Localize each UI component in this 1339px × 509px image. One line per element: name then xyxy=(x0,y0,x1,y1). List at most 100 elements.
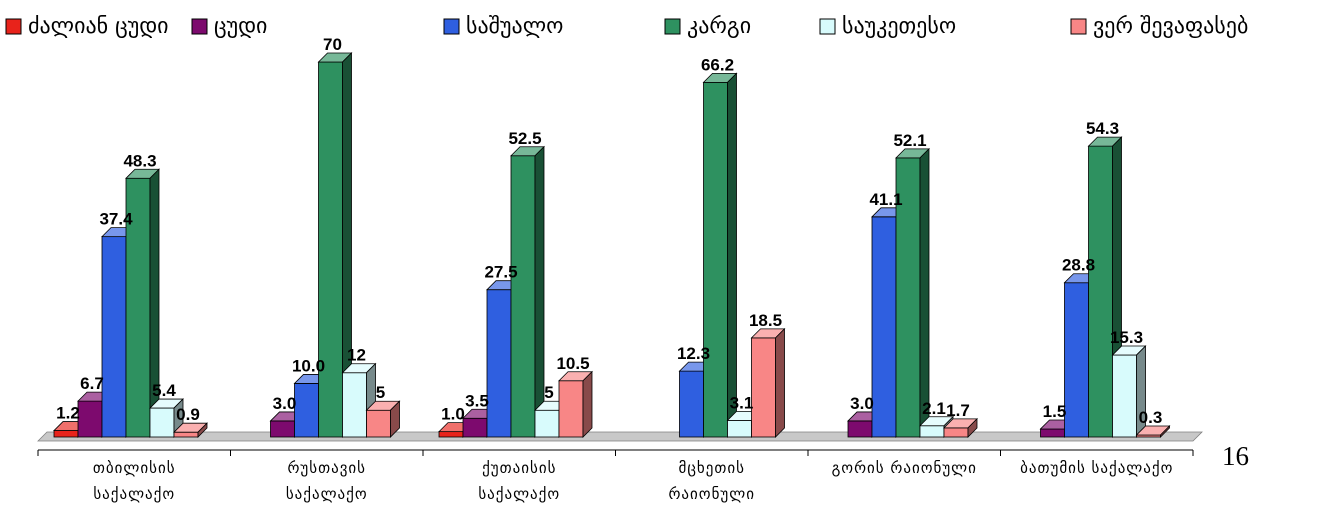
bar-front xyxy=(558,380,584,438)
x-axis: თბილისის საქალაქო რუსთავის საქალაქო ქუთაისის… xyxy=(37,449,1194,503)
data-label: 3.0 xyxy=(273,394,297,413)
chart-legend: ძალიან ცუდი ცუდი საშუალო კარგი საუკეთესო ვერ … xyxy=(5,14,1248,39)
legend-label: ცუდი xyxy=(214,14,267,39)
data-label: 1.0 xyxy=(441,405,465,424)
x-tick-label: რუსთავის xyxy=(287,459,366,477)
bar-front xyxy=(101,236,127,438)
data-label: 70 xyxy=(323,35,342,54)
x-tick-label: ბათუმის საქალაქო xyxy=(1020,459,1173,477)
data-label: 27.5 xyxy=(484,263,517,282)
bar-side xyxy=(775,327,785,438)
bar-front xyxy=(53,430,79,438)
bar-side xyxy=(582,370,593,438)
bar-side xyxy=(1160,425,1170,438)
x-tick-label: საქალაქო xyxy=(478,485,560,503)
bar xyxy=(558,370,593,438)
legend-item: ძალიან ცუდი xyxy=(5,14,169,39)
bar-front xyxy=(149,407,175,438)
data-label: 3.1 xyxy=(730,393,754,412)
x-tick-label: გორის რაიონული xyxy=(832,459,977,477)
bar-front xyxy=(727,419,752,438)
legend-swatch xyxy=(664,18,681,35)
data-label: 41.1 xyxy=(869,190,902,209)
chart-floor-plane xyxy=(37,431,1203,442)
x-tick-label: თბილისის xyxy=(93,459,176,477)
x-tick-label: ქუთაისის xyxy=(482,459,556,477)
bar-front xyxy=(438,431,464,438)
bar xyxy=(173,422,208,438)
bar-front xyxy=(919,425,945,438)
bar-front xyxy=(342,372,367,438)
legend-swatch xyxy=(1070,18,1087,35)
data-label: 5.4 xyxy=(152,381,176,400)
data-label: 2.1 xyxy=(922,399,946,418)
x-tick-label: საქალაქო xyxy=(286,485,368,503)
bar-side xyxy=(197,422,208,438)
legend-label: საშუალო xyxy=(466,14,563,39)
data-label: 12.3 xyxy=(677,344,710,363)
bar-front xyxy=(1064,282,1089,438)
bar xyxy=(1111,345,1147,438)
bar xyxy=(1135,425,1171,438)
data-label: 0.3 xyxy=(1139,408,1163,427)
data-label: 37.4 xyxy=(99,210,133,229)
data-label: 1.5 xyxy=(1043,402,1067,421)
bar-front xyxy=(1112,354,1137,438)
data-label: 3.5 xyxy=(465,391,489,410)
data-label: 5 xyxy=(544,383,553,402)
data-label: 66.2 xyxy=(701,55,734,74)
data-label: 18.5 xyxy=(749,311,782,330)
data-label: 1.7 xyxy=(946,401,970,420)
bar-front xyxy=(173,431,199,438)
bar xyxy=(149,398,184,438)
legend-label: ვერ შევაფასებ xyxy=(1093,14,1248,39)
bar-front xyxy=(871,216,897,438)
legend-item: ვერ შევაფასებ xyxy=(1070,14,1248,39)
data-label: 15.3 xyxy=(1110,328,1143,347)
bar-front xyxy=(679,370,704,438)
bar xyxy=(750,327,786,438)
x-tick-label: საქალაქო xyxy=(93,485,175,503)
legend-item: ცუდი xyxy=(191,14,267,39)
legend-swatch xyxy=(5,18,22,35)
data-label: 52.5 xyxy=(508,129,541,148)
bar-front xyxy=(1088,145,1113,438)
value-labels-group: 1.26.7 37.4 48.3 5.40.9 3.0 10.0 70 12 5 1.03.5 27… xyxy=(56,35,1162,427)
legend-item: საშუალო xyxy=(443,14,563,39)
bar-front xyxy=(125,177,151,438)
data-label: 12 xyxy=(347,346,366,365)
bar-front xyxy=(943,427,969,438)
bar-front xyxy=(366,409,391,438)
bar-front xyxy=(486,289,512,438)
bar xyxy=(702,72,738,438)
legend-swatch xyxy=(819,18,836,35)
data-label: 54.3 xyxy=(1086,119,1119,138)
bar-front xyxy=(77,400,103,438)
chart-floor xyxy=(37,431,1203,442)
bar xyxy=(510,145,545,438)
x-tick-label: მცხეთის xyxy=(679,459,745,477)
bar-front xyxy=(534,409,560,438)
bar xyxy=(365,400,401,438)
bar-front xyxy=(1040,428,1065,438)
data-label: 28.8 xyxy=(1062,256,1095,275)
bar-front xyxy=(510,155,536,438)
legend-item: კარგი xyxy=(664,14,751,39)
bar xyxy=(895,147,930,438)
data-label: 5 xyxy=(376,383,385,402)
bar xyxy=(943,417,978,438)
data-label: 6.7 xyxy=(80,374,104,393)
bar-side xyxy=(919,147,930,438)
bar-front xyxy=(318,61,343,438)
bar-front xyxy=(751,337,776,438)
bar-front xyxy=(294,383,319,438)
legend-label: ძალიან ცუდი xyxy=(28,14,169,39)
data-label: 10.5 xyxy=(556,354,589,373)
legend-swatch xyxy=(191,18,208,35)
bar-side xyxy=(534,145,545,438)
bar-front xyxy=(462,417,488,438)
bar xyxy=(1087,136,1123,438)
x-tick-label: რაიონული xyxy=(668,485,755,503)
legend-label: საუკეთესო xyxy=(842,14,956,39)
legend-item: საუკეთესო xyxy=(819,14,956,39)
